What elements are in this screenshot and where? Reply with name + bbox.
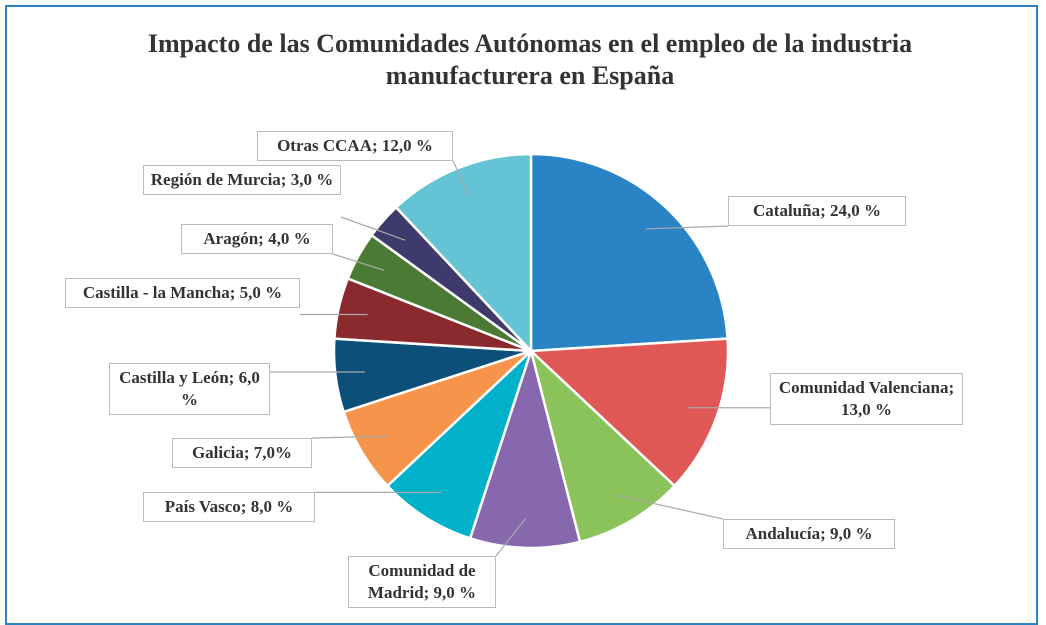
chart-title: Impacto de las Comunidades Autónomas en … <box>147 29 913 90</box>
data-label: Andalucía; 9,0 % <box>723 519 895 549</box>
data-label: Cataluña; 24,0 % <box>728 196 906 226</box>
data-label: Región de Murcia; 3,0 % <box>143 165 341 195</box>
pie-slice <box>468 346 582 550</box>
pie-slice <box>528 347 677 544</box>
leader-line <box>452 160 470 196</box>
leader-line <box>332 253 385 271</box>
chart <box>270 152 770 557</box>
data-label: Aragón; 4,0 % <box>181 224 333 254</box>
data-label: País Vasco; 8,0 % <box>143 492 315 522</box>
pie-slice <box>528 337 730 488</box>
data-label: Comunidad de Madrid; 9,0 % <box>348 556 496 608</box>
leader-line <box>340 216 406 241</box>
leader-line <box>616 494 724 520</box>
data-label: Castilla y León; 6,0 % <box>109 363 270 415</box>
pie-slice <box>394 152 533 355</box>
data-label: Comunidad Valenciana; 13,0 % <box>770 373 963 425</box>
leader-line <box>645 225 729 230</box>
page: Impacto de las Comunidades Autónomas en … <box>5 5 1038 625</box>
pie-slice <box>385 350 533 540</box>
data-label: Galicia; 7,0% <box>172 438 312 468</box>
data-label: Otras CCAA; 12,0 % <box>257 131 453 161</box>
leader-line <box>495 517 527 557</box>
pie-slice <box>529 152 729 353</box>
data-label: Castilla - la Mancha; 5,0 % <box>65 278 300 308</box>
leader-line <box>311 435 387 439</box>
